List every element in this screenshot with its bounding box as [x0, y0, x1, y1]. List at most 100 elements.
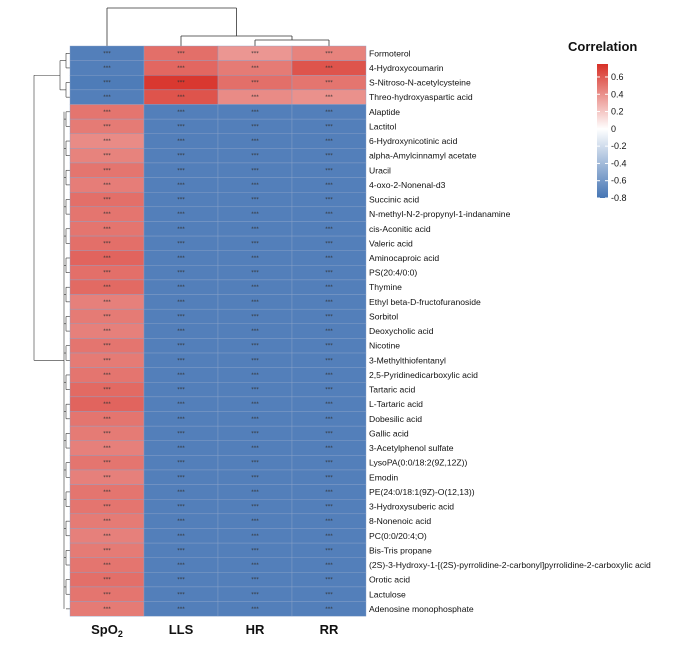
row-label: Emodin	[369, 472, 398, 482]
significance-mark: ***	[325, 124, 333, 130]
significance-mark: ***	[251, 255, 259, 261]
significance-mark: ***	[103, 606, 111, 612]
significance-mark: ***	[103, 212, 111, 218]
significance-mark: ***	[103, 314, 111, 320]
significance-mark: ***	[103, 460, 111, 466]
significance-mark: ***	[177, 182, 185, 188]
significance-mark: ***	[325, 460, 333, 466]
significance-mark: ***	[251, 299, 259, 305]
legend-tick-label: 0.4	[611, 89, 624, 99]
significance-mark: ***	[251, 563, 259, 569]
significance-mark: ***	[251, 372, 259, 378]
row-label: cis-Aconitic acid	[369, 224, 431, 234]
significance-mark: ***	[251, 109, 259, 115]
significance-mark: ***	[103, 299, 111, 305]
significance-mark: ***	[103, 358, 111, 364]
significance-mark: ***	[251, 212, 259, 218]
significance-mark: ***	[251, 446, 259, 452]
significance-mark: ***	[325, 270, 333, 276]
significance-mark: ***	[325, 168, 333, 174]
significance-mark: ***	[251, 329, 259, 335]
significance-mark: ***	[177, 80, 185, 86]
significance-mark: ***	[325, 606, 333, 612]
significance-mark: ***	[177, 212, 185, 218]
row-label: Deoxycholic acid	[369, 326, 434, 336]
row-label: 2,5-Pyridinedicarboxylic acid	[369, 370, 478, 380]
significance-mark: ***	[251, 533, 259, 539]
significance-mark: ***	[251, 270, 259, 276]
significance-mark: ***	[325, 285, 333, 291]
significance-mark: ***	[177, 402, 185, 408]
significance-mark: ***	[177, 504, 185, 510]
significance-mark: ***	[251, 592, 259, 598]
heatmap-cells	[69, 45, 367, 617]
row-label: Ethyl beta-D-fructofuranoside	[369, 297, 481, 307]
row-label: Succinic acid	[369, 195, 419, 205]
significance-mark: ***	[103, 51, 111, 57]
heatmap-cell	[291, 601, 367, 617]
significance-mark: ***	[177, 460, 185, 466]
significance-mark: ***	[103, 139, 111, 145]
significance-mark: ***	[251, 285, 259, 291]
significance-mark: ***	[325, 109, 333, 115]
row-label: Adenosine monophosphate	[369, 604, 474, 614]
significance-mark: ***	[251, 182, 259, 188]
significance-mark: ***	[325, 241, 333, 247]
significance-mark: ***	[177, 343, 185, 349]
legend-colorbar	[597, 64, 608, 198]
significance-mark: ***	[325, 446, 333, 452]
row-label: Uracil	[369, 165, 391, 175]
significance-mark: ***	[103, 504, 111, 510]
significance-mark: ***	[103, 168, 111, 174]
significance-mark: ***	[103, 285, 111, 291]
row-label: Sorbitol	[369, 311, 398, 321]
row-label: N-methyl-N-2-propynyl-1-indanamine	[369, 209, 511, 219]
significance-mark: ***	[325, 182, 333, 188]
significance-mark: ***	[177, 548, 185, 554]
row-label: Thymine	[369, 282, 402, 292]
significance-mark: ***	[177, 489, 185, 495]
significance-mark: ***	[325, 577, 333, 583]
significance-mark: ***	[177, 65, 185, 71]
significance-mark: ***	[177, 139, 185, 145]
significance-mark: ***	[103, 95, 111, 101]
significance-mark: ***	[177, 197, 185, 203]
significance-mark: ***	[177, 387, 185, 393]
significance-mark: ***	[177, 606, 185, 612]
row-label: 4-oxo-2-Nonenal-d3	[369, 180, 446, 190]
significance-mark: ***	[251, 343, 259, 349]
row-label: Alaptide	[369, 107, 400, 117]
significance-marks: *** *** *** *** *** *** *** *** *** *** *** *** *** *…	[103, 51, 333, 613]
significance-mark: ***	[325, 563, 333, 569]
significance-mark: ***	[103, 197, 111, 203]
significance-mark: ***	[251, 489, 259, 495]
significance-mark: ***	[103, 65, 111, 71]
significance-mark: ***	[177, 416, 185, 422]
row-label: Dobesilic acid	[369, 414, 422, 424]
row-label: 3-Acetylphenol sulfate	[369, 443, 454, 453]
significance-mark: ***	[103, 548, 111, 554]
significance-mark: ***	[325, 80, 333, 86]
row-label: 3-Hydroxysuberic acid	[369, 502, 454, 512]
significance-mark: ***	[103, 431, 111, 437]
color-legend: Correlation 0.6 0.4 0.2 0 -0.2 -0.4 -0.6 -0.8	[568, 39, 637, 203]
significance-mark: ***	[103, 387, 111, 393]
significance-mark: ***	[177, 168, 185, 174]
significance-mark: ***	[325, 402, 333, 408]
significance-mark: ***	[177, 51, 185, 57]
significance-mark: ***	[325, 387, 333, 393]
significance-mark: ***	[177, 124, 185, 130]
significance-mark: ***	[251, 358, 259, 364]
significance-mark: ***	[325, 139, 333, 145]
significance-mark: ***	[103, 519, 111, 525]
row-label: 3-Methylthiofentanyl	[369, 355, 446, 365]
row-label: 6-Hydroxynicotinic acid	[369, 136, 458, 146]
row-label: LysoPA(0:0/18:2(9Z,12Z))	[369, 458, 468, 468]
significance-mark: ***	[325, 212, 333, 218]
significance-mark: ***	[251, 80, 259, 86]
significance-mark: ***	[325, 592, 333, 598]
significance-mark: ***	[177, 314, 185, 320]
column-label: RR	[320, 622, 339, 637]
row-label: Lactulose	[369, 589, 406, 599]
significance-mark: ***	[251, 402, 259, 408]
